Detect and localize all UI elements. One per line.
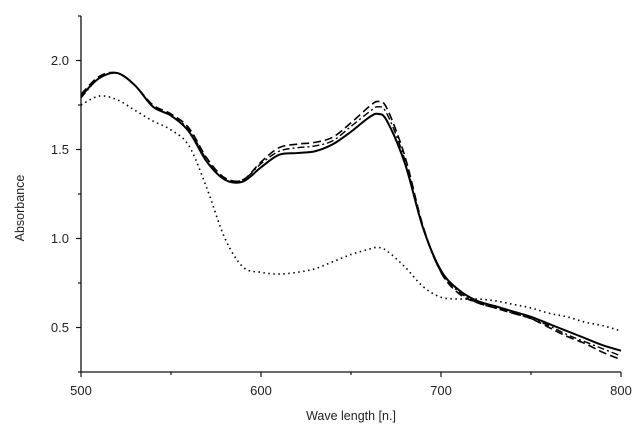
x-tick-label: 600 bbox=[250, 383, 272, 398]
y-tick-label: 1.5 bbox=[51, 142, 69, 157]
series-line-dash-dot bbox=[80, 71, 622, 357]
ticks: 0.5 1.0 1.5 2.0 500 600 700 800 bbox=[51, 15, 632, 398]
y-tick-label: 0.5 bbox=[51, 320, 69, 335]
series-line-dashed bbox=[80, 71, 622, 361]
series-lines bbox=[80, 71, 622, 361]
y-tick-label: 2.0 bbox=[51, 53, 69, 68]
x-tick-label: 800 bbox=[610, 383, 632, 398]
x-tick-label: 700 bbox=[430, 383, 452, 398]
y-tick-label: 1.0 bbox=[51, 231, 69, 246]
x-axis-title: Wave length [n.] bbox=[306, 409, 396, 423]
x-tick-label: 500 bbox=[70, 383, 92, 398]
series-line-dotted bbox=[80, 95, 622, 332]
y-axis-title: Absorbance bbox=[13, 175, 27, 242]
axes bbox=[80, 16, 621, 373]
series-line-solid bbox=[80, 71, 622, 352]
